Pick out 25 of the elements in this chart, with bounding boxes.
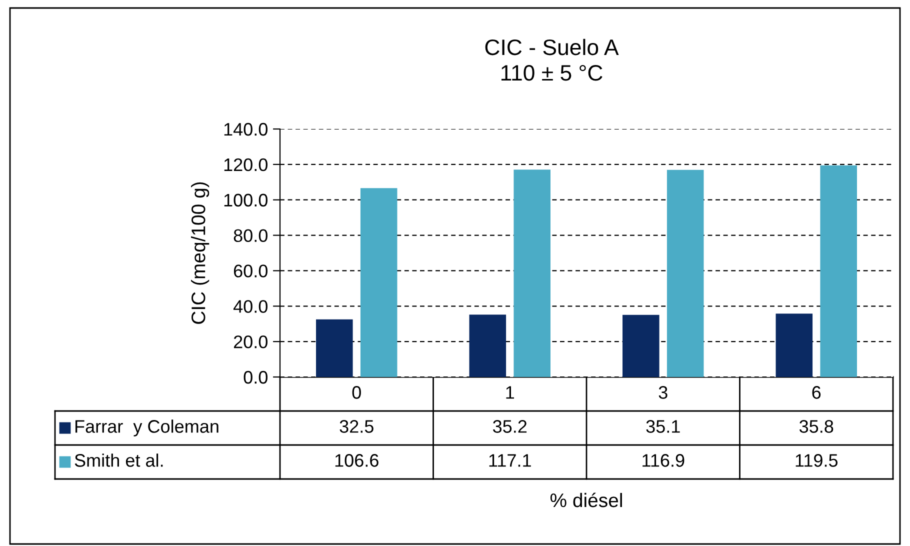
data-label: 35.2 [492, 420, 527, 433]
data-label: 32.5 [340, 420, 374, 433]
x-axis-title: % diésel [550, 492, 622, 508]
data-label: 35.8 [799, 420, 834, 433]
x-tick-label: 1 [506, 386, 514, 399]
legend-label: Farrar y Coleman [75, 420, 218, 436]
legend-label: Smith et al. [74, 454, 163, 467]
y-tick-label: 20.0 [234, 336, 268, 348]
y-axis-title: CIC (meq/100 g) [191, 182, 210, 324]
data-label: 117.1 [489, 454, 531, 467]
y-tick-label: 100.0 [224, 194, 268, 207]
data-label: 119.5 [796, 454, 838, 467]
x-tick-label: 0 [352, 386, 361, 399]
y-tick-label: 0.0 [244, 370, 268, 384]
y-tick-label: 140.0 [224, 122, 268, 136]
chart-title: CIC - Suelo A 110 ± 5 °C [485, 38, 619, 81]
data-label: 35.1 [646, 420, 680, 433]
x-tick-label: 3 [658, 386, 668, 399]
x-tick-label: 6 [812, 386, 821, 399]
y-tick-label: 60.0 [234, 264, 268, 278]
data-label: 106.6 [335, 454, 378, 467]
data-label: 116.9 [642, 454, 684, 467]
y-tick-label: 40.0 [233, 300, 268, 313]
y-tick-label: 80.0 [234, 229, 268, 242]
y-tick-label: 120.0 [224, 158, 268, 172]
